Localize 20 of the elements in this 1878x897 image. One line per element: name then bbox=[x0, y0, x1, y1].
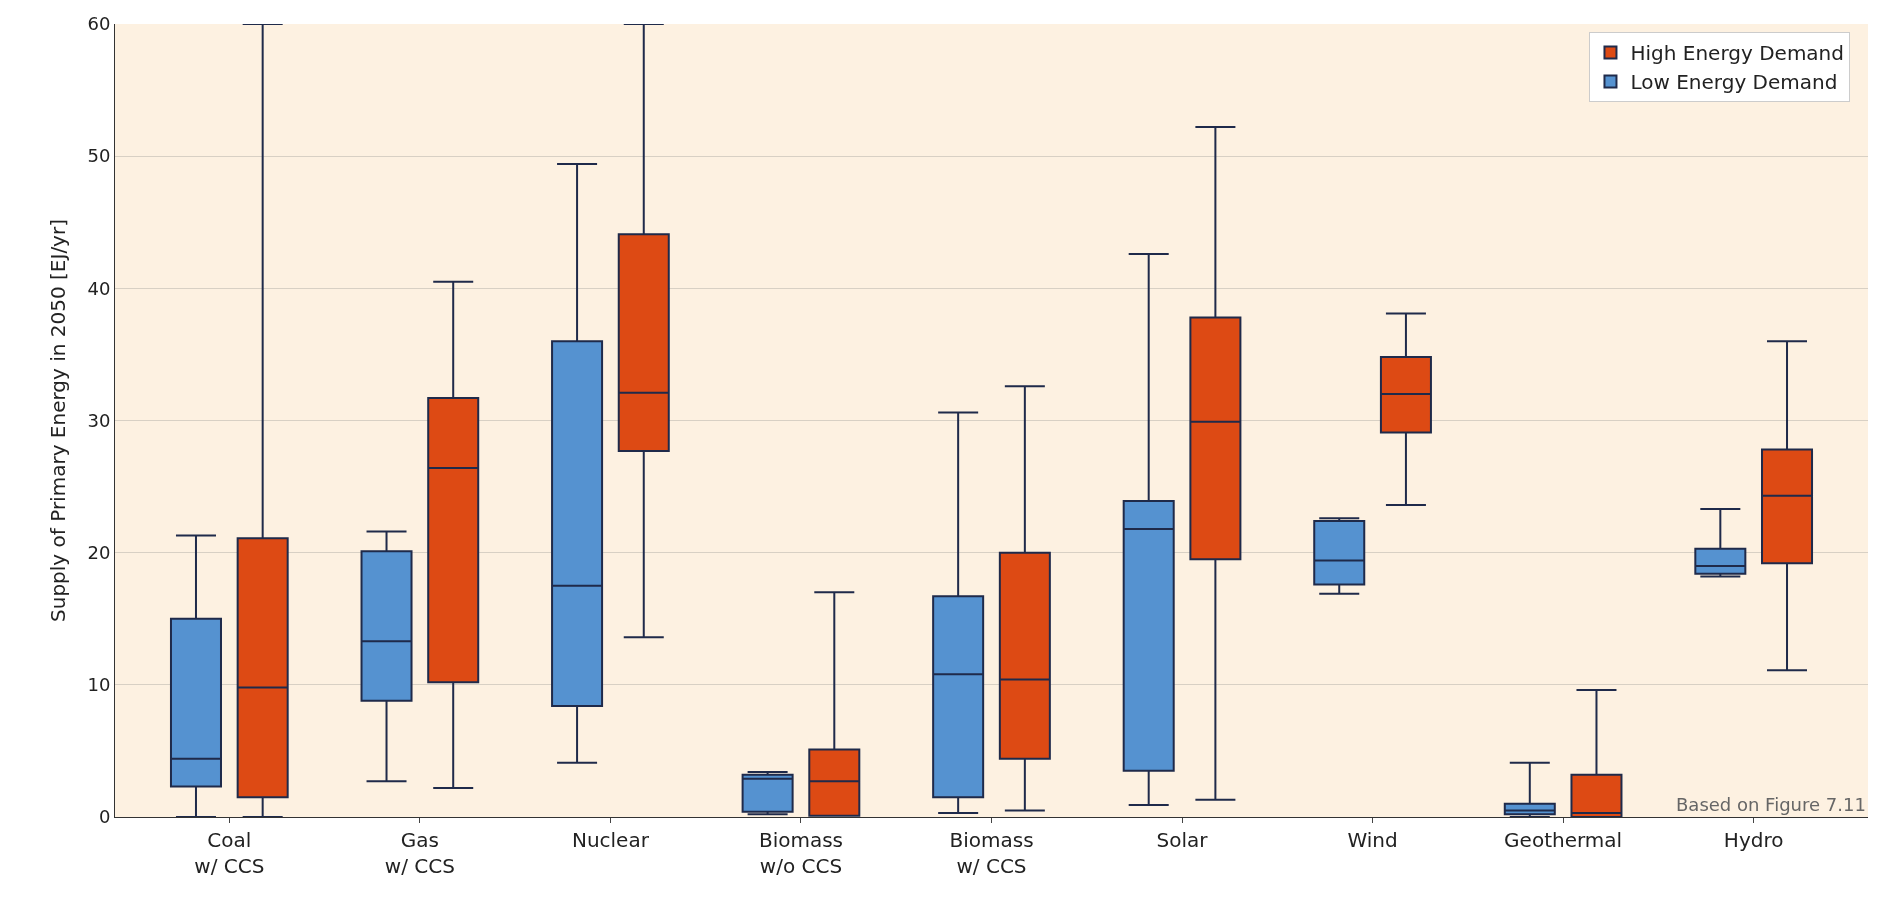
y-tick-label: 30 bbox=[87, 409, 111, 431]
y-tick-label: 10 bbox=[87, 674, 111, 696]
x-tick-label: Wind bbox=[1347, 828, 1398, 852]
y-tick-label: 50 bbox=[87, 145, 111, 167]
annotation: Based on Figure 7.11 bbox=[1676, 794, 1866, 815]
legend-label: High Energy Demand bbox=[1630, 41, 1844, 66]
x-tick-label: Nuclear bbox=[571, 828, 650, 852]
y-tick-label: 40 bbox=[87, 277, 111, 299]
legend-label: Low Energy Demand bbox=[1630, 70, 1838, 95]
x-tick-label: Geothermal bbox=[1504, 828, 1623, 852]
x-tick-label: Biomass w/ CCS bbox=[949, 828, 1034, 878]
x-tick-label: Hydro bbox=[1723, 828, 1784, 852]
y-tick-label: 0 bbox=[98, 806, 111, 828]
x-tick-label: Gas w/ CCS bbox=[384, 828, 455, 878]
x-tick-label: Coal w/ CCS bbox=[194, 828, 265, 878]
y-tick-label: 20 bbox=[87, 541, 111, 563]
x-tick-label: Solar bbox=[1156, 828, 1209, 852]
x-tick-label: Biomass w/o CCS bbox=[758, 828, 844, 878]
y-tick-label: 60 bbox=[87, 13, 111, 35]
y-axis-title: Supply of Primary Energy in 2050 [EJ/yr] bbox=[46, 219, 70, 622]
